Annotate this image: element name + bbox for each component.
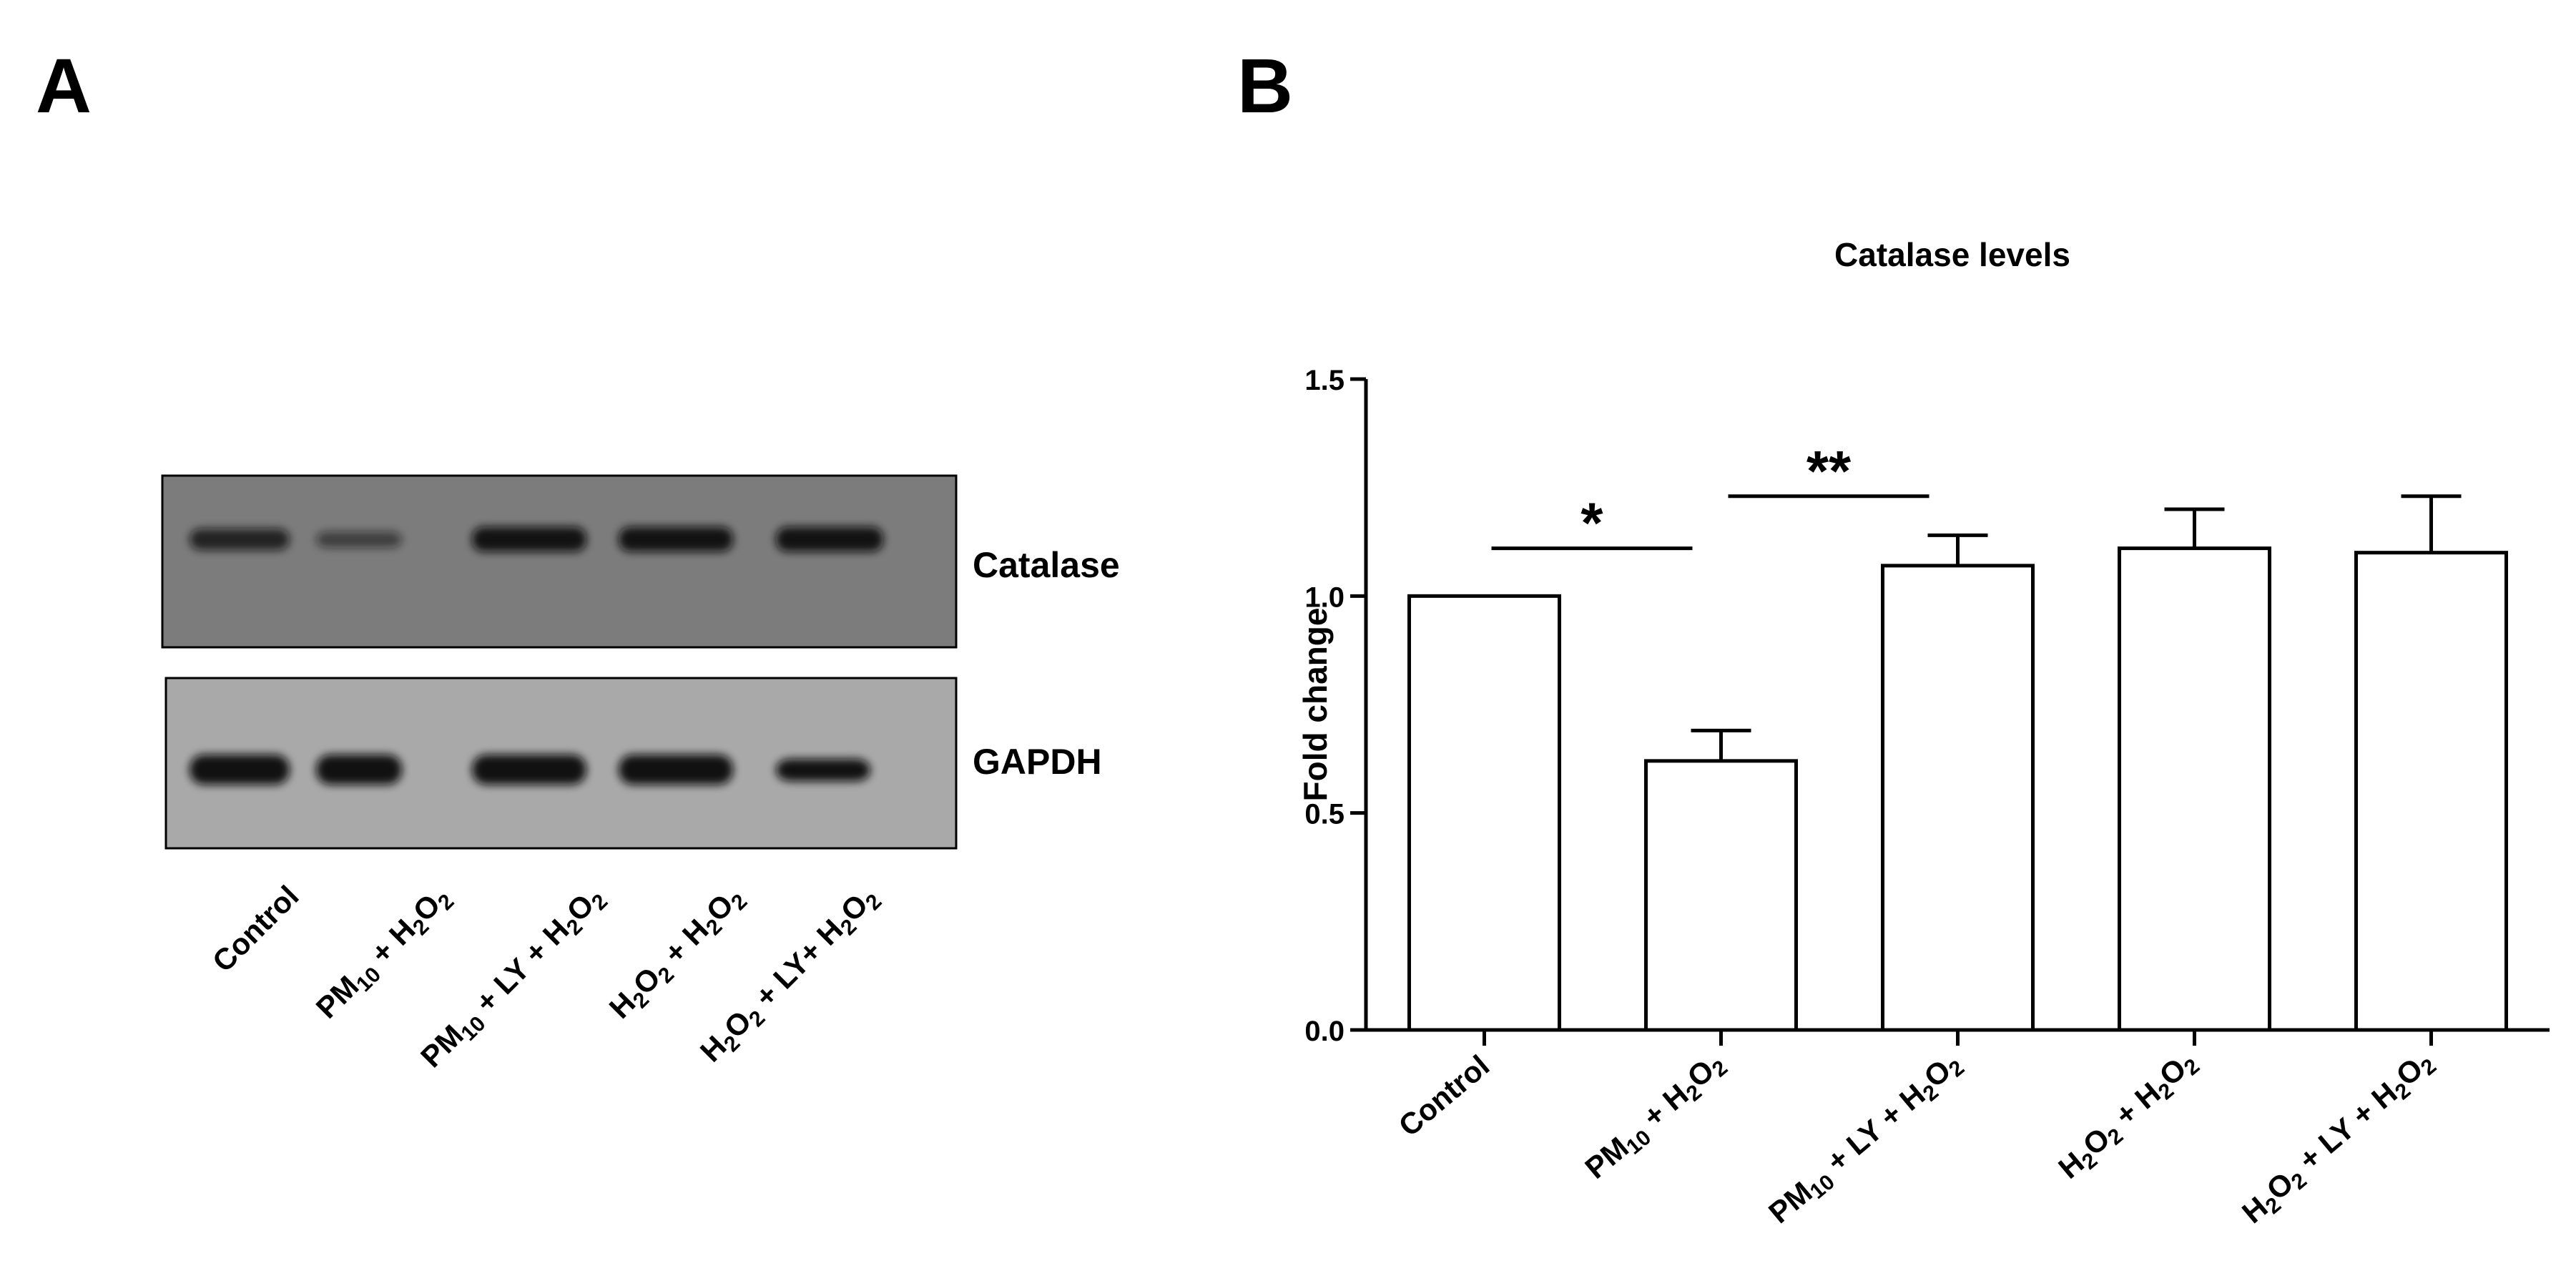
bar (1644, 759, 1798, 1032)
x-tick-label: H2​O2​ + LY + H2​O2​ (2231, 1044, 2444, 1232)
x-tick-label: Control (1392, 1049, 1496, 1143)
y-tick-label: 1.0 (1304, 581, 1344, 613)
y-tick-label: 1.5 (1304, 365, 1344, 396)
y-tick-label: 0.0 (1304, 1016, 1344, 1047)
bar (2354, 551, 2508, 1032)
x-tick-label: PM10​ + LY + H2​O2​ (1759, 1045, 1972, 1232)
gapdh-band (619, 755, 733, 785)
gapdh-band (472, 755, 586, 785)
panel-a-letter: A (36, 42, 92, 129)
panel-b-letter: B (1237, 42, 1293, 129)
y-tick-label: 0.5 (1304, 799, 1344, 830)
catalase-blot-membrane (161, 474, 958, 649)
y-axis-label: Fold change (1297, 608, 1334, 802)
catalase-band (316, 531, 402, 548)
bar (1407, 594, 1561, 1032)
x-tick-label: H2​O2​ + H2​O2​ (2048, 1044, 2208, 1188)
catalase-band (776, 526, 883, 552)
gapdh-band (316, 755, 402, 785)
western-blot (161, 474, 958, 850)
gapdh-band (776, 759, 870, 782)
catalase-band (619, 526, 733, 552)
significance-marker: ** (1806, 439, 1852, 503)
bar-chart: Catalase levels Fold change 0.0 0.5 1.0 1.5 Co… (1297, 236, 2550, 1232)
gapdh-blot-label: GAPDH (973, 742, 1102, 782)
bar (2118, 546, 2271, 1032)
chart-title: Catalase levels (1834, 236, 2070, 273)
catalase-band (190, 529, 290, 551)
x-tick-label: PM10​ + H2​O2​ (1576, 1045, 1735, 1188)
bar (1881, 564, 2035, 1032)
catalase-blot-label: Catalase (973, 545, 1120, 585)
catalase-band (472, 526, 586, 552)
significance-marker: * (1580, 491, 1603, 555)
gapdh-band (190, 755, 290, 785)
